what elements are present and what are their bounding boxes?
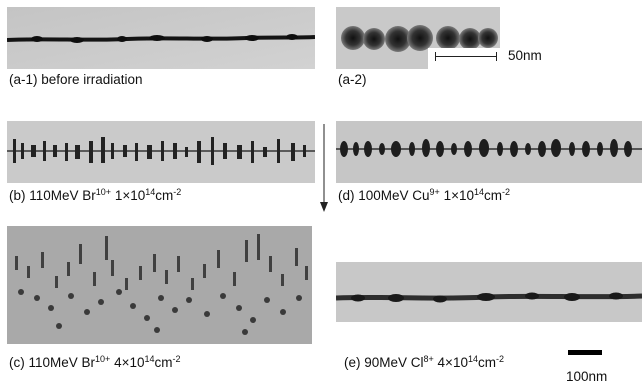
caption-e-prefix: (e) 90MeV Cl: [344, 355, 424, 370]
caption-c: (c) 110MeV Br10+ 4×1014cm-2: [9, 354, 181, 371]
tem-image-c: [7, 226, 312, 344]
caption-e: (e) 90MeV Cl8+ 4×1014cm-2: [344, 354, 504, 371]
caption-a2-text: (a-2): [338, 72, 367, 87]
caption-c-prefix: (c) 110MeV Br: [9, 355, 96, 370]
down-arrow-icon: [320, 124, 328, 212]
caption-d: (d) 100MeV Cu9+ 1×1014cm-2: [338, 187, 511, 204]
caption-b-dose: 1×10: [111, 188, 146, 203]
caption-a1: (a-1) before irradiation: [9, 72, 143, 87]
tem-image-b: [7, 121, 315, 183]
caption-e-unit-exp: -2: [495, 354, 504, 364]
caption-a1-text: (a-1) before irradiation: [9, 72, 143, 87]
scale-label-50nm: 50nm: [508, 48, 542, 63]
caption-c-unit-exp: -2: [172, 354, 181, 364]
caption-d-prefix: (d) 100MeV Cu: [338, 188, 430, 203]
caption-b-unit-exp: -2: [173, 187, 182, 197]
scale-label-100nm: 100nm: [566, 369, 608, 384]
tem-image-d: [336, 121, 642, 183]
caption-d-unit: cm: [484, 188, 502, 203]
caption-b-prefix: (b) 110MeV Br: [9, 188, 96, 203]
caption-b-charge: 10+: [95, 187, 112, 197]
caption-e-exp: 14: [467, 354, 478, 364]
caption-d-dose: 1×10: [439, 188, 474, 203]
tem-image-a2: [336, 7, 500, 69]
caption-e-charge: 8+: [423, 354, 434, 364]
tem-image-a1: [7, 7, 315, 69]
scale-bar-100nm: [568, 350, 602, 355]
caption-c-unit: cm: [154, 355, 173, 370]
caption-c-exp: 14: [144, 354, 155, 364]
scale-bar-50nm: [435, 52, 497, 61]
caption-d-unit-exp: -2: [502, 187, 511, 197]
caption-b-unit: cm: [155, 188, 174, 203]
caption-b: (b) 110MeV Br10+ 1×1014cm-2: [9, 187, 182, 204]
caption-c-dose: 4×10: [110, 355, 145, 370]
tem-image-e: [336, 262, 642, 322]
caption-b-exp: 14: [145, 187, 156, 197]
caption-c-charge: 10+: [95, 354, 111, 364]
caption-d-exp: 14: [473, 187, 484, 197]
caption-e-unit: cm: [477, 355, 496, 370]
caption-e-dose: 4×10: [433, 355, 468, 370]
caption-a2: (a-2): [338, 72, 367, 87]
caption-d-charge: 9+: [429, 187, 440, 197]
